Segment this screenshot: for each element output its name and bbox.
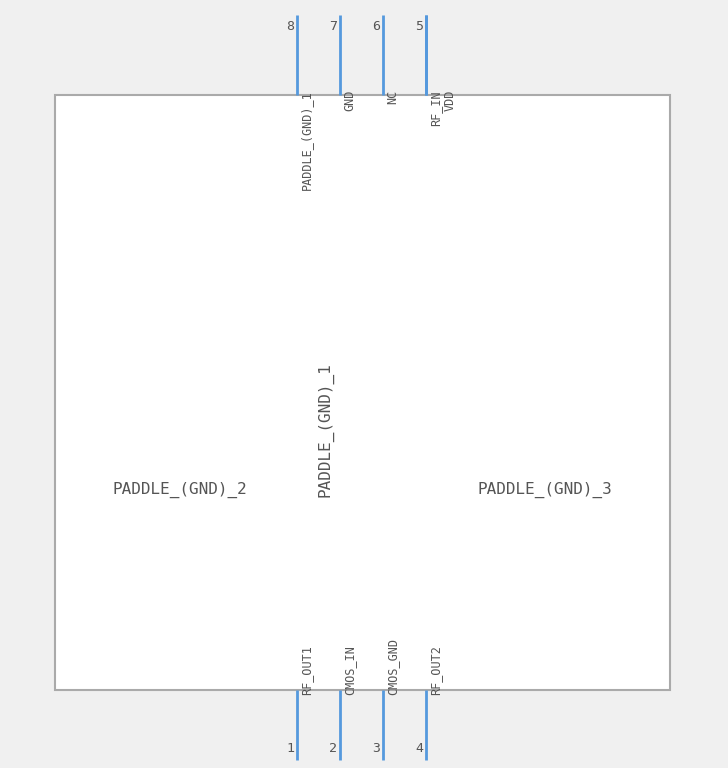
Text: RF_OUT1: RF_OUT1 [300,645,313,695]
Text: 6: 6 [372,20,380,33]
Text: 3: 3 [372,742,380,755]
Text: PADDLE_(GND)_3: PADDLE_(GND)_3 [478,482,612,498]
Text: RF_OUT2: RF_OUT2 [429,645,442,695]
Text: VDD: VDD [444,90,457,111]
Text: PADDLE_(GND)_1: PADDLE_(GND)_1 [317,362,333,498]
Text: NC: NC [386,90,399,104]
Text: 8: 8 [286,20,294,33]
Text: 5: 5 [415,20,423,33]
Text: RF_IN: RF_IN [429,90,442,126]
Text: PADDLE_(GND)_1: PADDLE_(GND)_1 [300,90,313,190]
Text: 2: 2 [329,742,337,755]
Text: GND: GND [343,90,356,111]
Text: CMOS_GND: CMOS_GND [386,638,399,695]
Text: 1: 1 [286,742,294,755]
Text: PADDLE_(GND)_2: PADDLE_(GND)_2 [113,482,248,498]
Bar [55,95,670,690]
Text: 7: 7 [329,20,337,33]
Text: 4: 4 [415,742,423,755]
Text: CMOS_IN: CMOS_IN [343,645,356,695]
